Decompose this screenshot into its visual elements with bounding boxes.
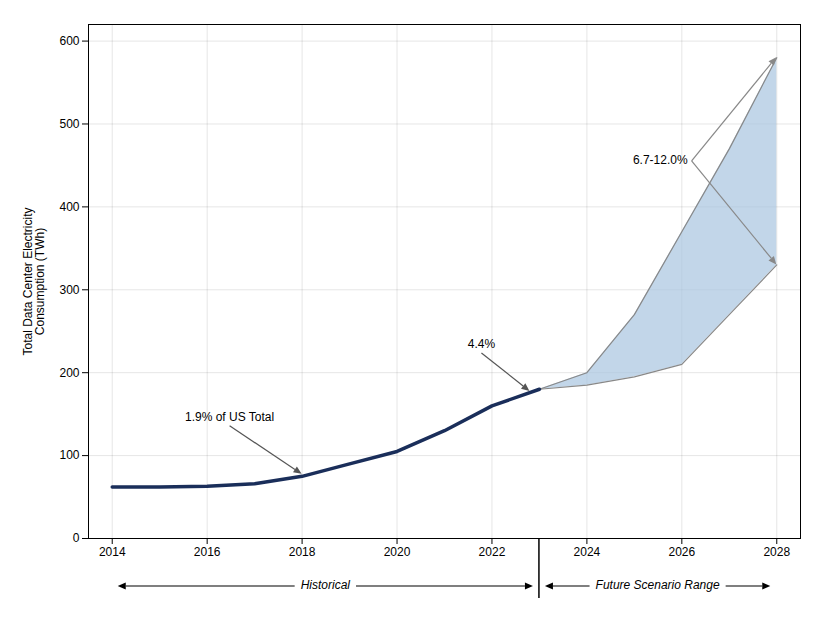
svg-text:2026: 2026 [668, 545, 695, 559]
svg-text:100: 100 [59, 448, 79, 462]
svg-text:400: 400 [59, 200, 79, 214]
svg-text:2024: 2024 [574, 545, 601, 559]
svg-text:Future Scenario Range: Future Scenario Range [596, 578, 720, 592]
svg-text:500: 500 [59, 117, 79, 131]
svg-text:2016: 2016 [194, 545, 221, 559]
svg-text:0: 0 [73, 531, 80, 545]
svg-text:Total Data Center ElectricityC: Total Data Center ElectricityConsumption… [21, 207, 47, 355]
svg-text:2020: 2020 [384, 545, 411, 559]
svg-text:2018: 2018 [289, 545, 316, 559]
svg-text:6.7-12.0%: 6.7-12.0% [633, 153, 688, 167]
svg-text:600: 600 [59, 34, 79, 48]
svg-text:2028: 2028 [763, 545, 790, 559]
svg-text:200: 200 [59, 366, 79, 380]
svg-text:2022: 2022 [479, 545, 506, 559]
svg-text:1.9% of US Total: 1.9% of US Total [185, 410, 274, 424]
svg-text:300: 300 [59, 283, 79, 297]
svg-text:2014: 2014 [99, 545, 126, 559]
svg-text:Historical: Historical [301, 578, 351, 592]
svg-text:4.4%: 4.4% [468, 337, 496, 351]
